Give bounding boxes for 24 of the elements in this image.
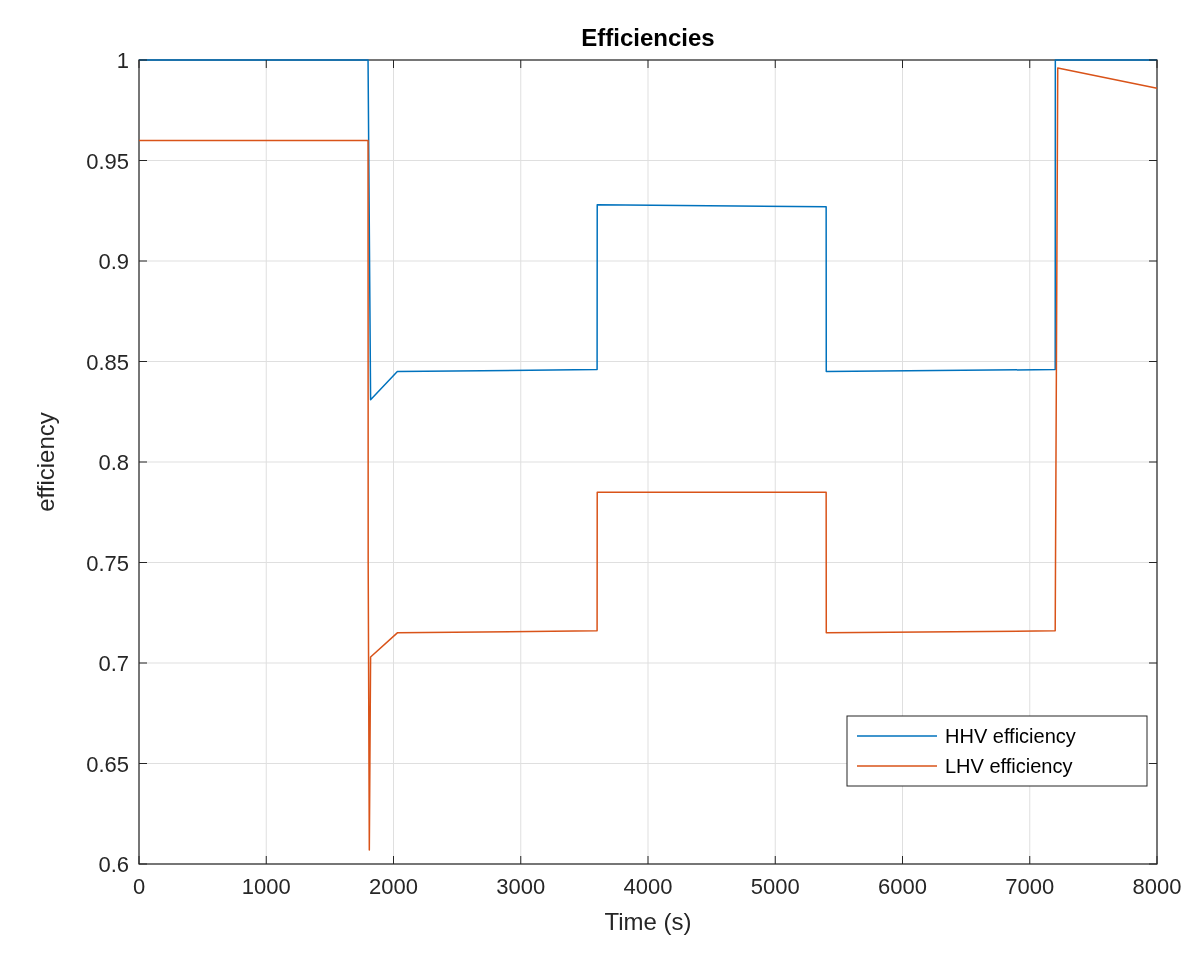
- y-tick-label: 0.85: [86, 349, 129, 375]
- y-tick-label: 0.8: [98, 450, 129, 475]
- x-tick-label: 8000: [1132, 874, 1182, 899]
- y-tick-label: 0.95: [86, 148, 129, 174]
- y-tick-label: 0.75: [86, 550, 129, 576]
- y-tick-label: 0.6: [98, 852, 129, 877]
- y-tick-label: 0.7: [98, 651, 129, 676]
- x-axis-title: Time (s): [604, 908, 692, 935]
- legend-label: LHV efficiency: [945, 755, 1073, 777]
- x-tick-label: 7000: [1005, 874, 1055, 899]
- legend-label: HHV efficiency: [945, 725, 1076, 747]
- x-tick-label: 6000: [878, 874, 927, 899]
- chart-title: Efficiencies: [581, 24, 715, 51]
- y-axis-title: efficiency: [32, 412, 59, 512]
- x-tick-label: 2000: [369, 874, 418, 899]
- y-tick-label: 0.9: [98, 249, 129, 274]
- x-tick-label: 5000: [750, 874, 800, 899]
- x-tick-label: 4000: [623, 874, 673, 899]
- y-tick-label: 1: [116, 48, 129, 73]
- x-tick-label: 1000: [241, 874, 291, 899]
- y-tick-label: 0.65: [86, 751, 129, 777]
- x-tick-label: 3000: [496, 874, 546, 899]
- x-tick-label: 0: [132, 874, 146, 899]
- line-series: [138, 67, 1158, 851]
